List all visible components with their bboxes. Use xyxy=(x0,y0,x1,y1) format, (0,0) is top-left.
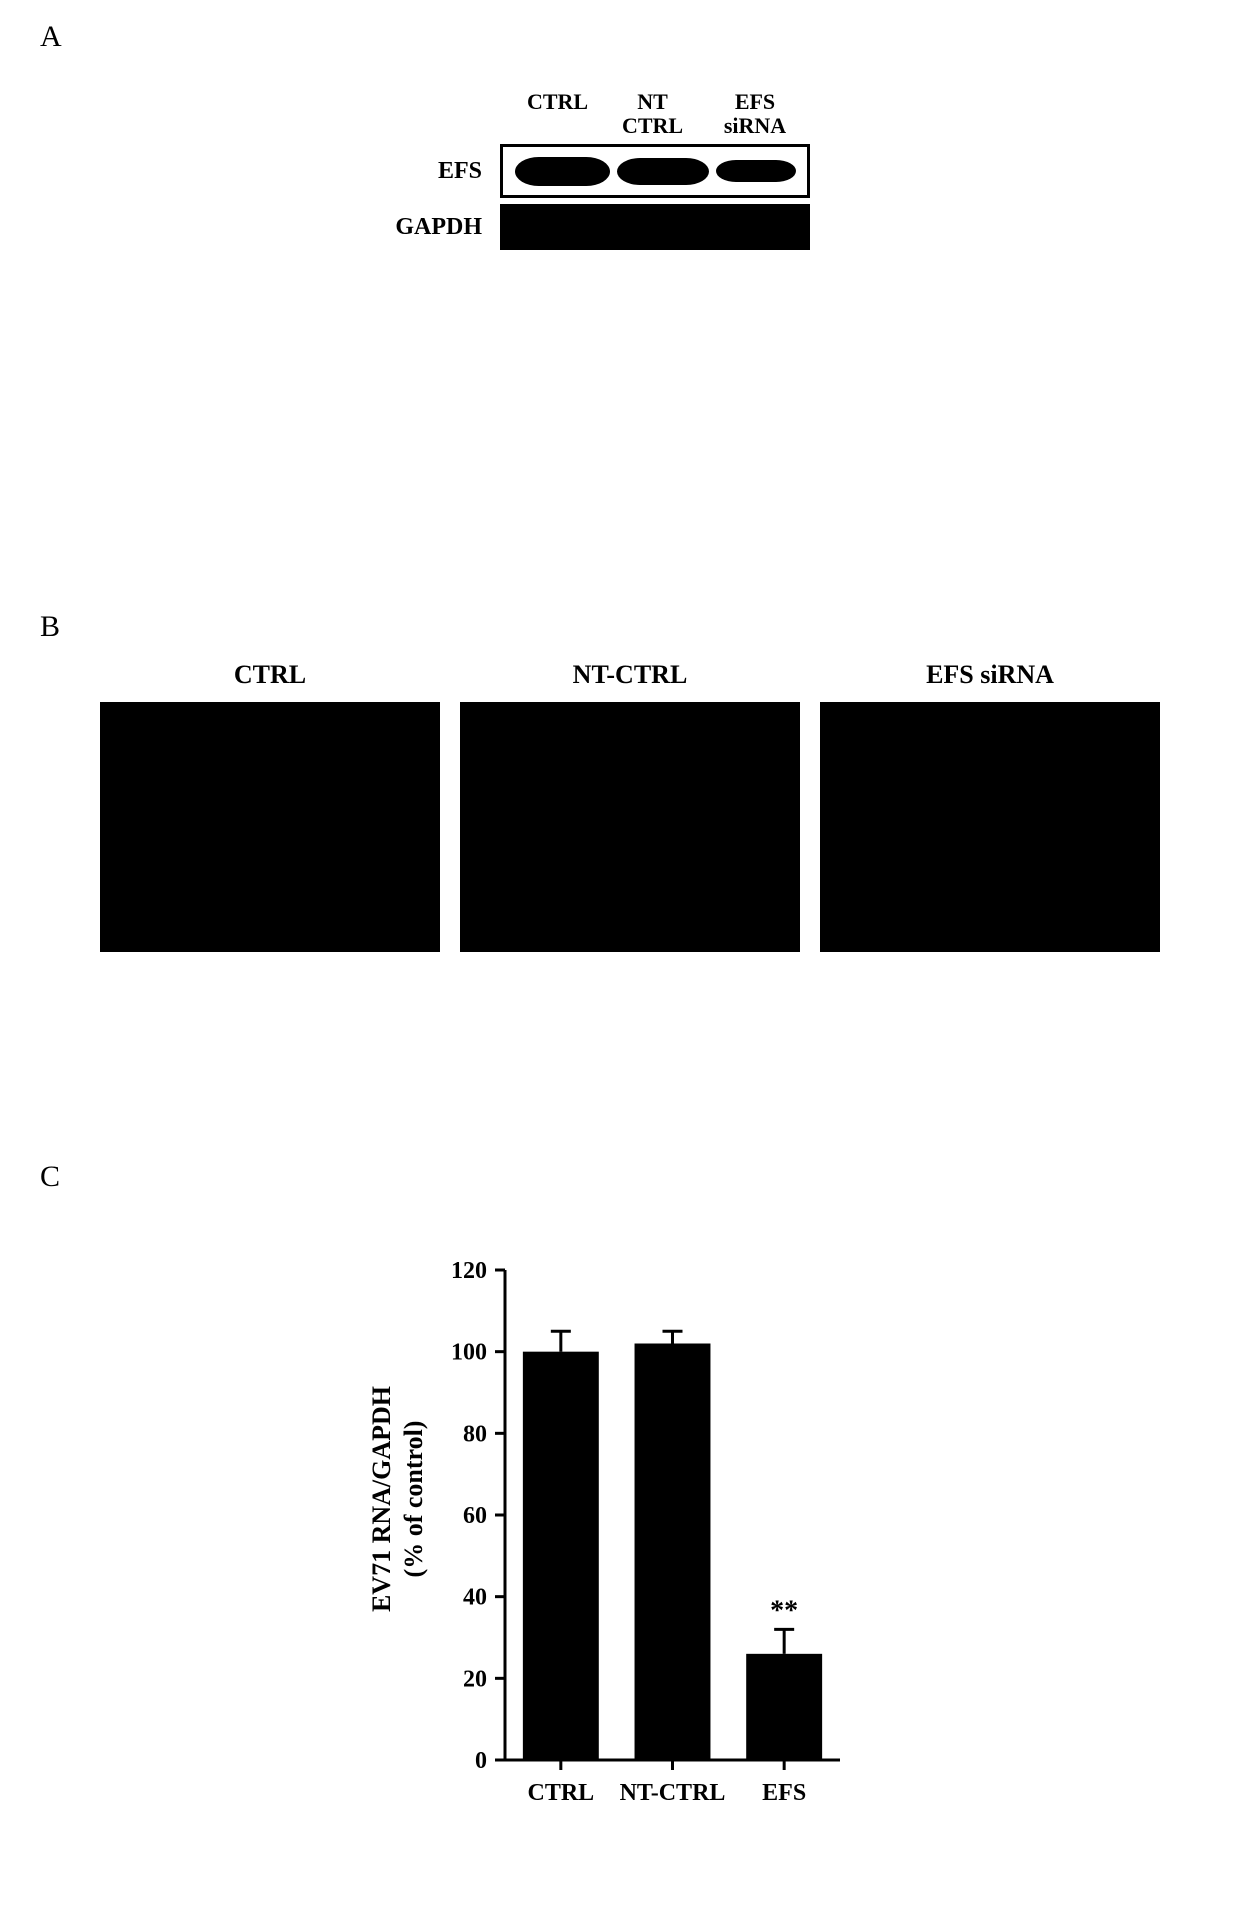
y-axis-label-line1: EV71 RNA/GAPDH xyxy=(367,1386,396,1612)
blot-row-label: GAPDH xyxy=(380,214,500,241)
blot-column-label: EFSsiRNA xyxy=(700,90,810,138)
x-category-label: EFS xyxy=(762,1780,806,1806)
micrograph-label: EFS siRNA xyxy=(926,660,1054,690)
gapdh-blot-bands xyxy=(500,204,810,250)
blot-column-labels: CTRLNTCTRLEFSsiRNA xyxy=(380,90,810,138)
blot-band xyxy=(716,160,796,182)
y-tick-label: 20 xyxy=(463,1666,487,1692)
panel-a-western-blot: CTRLNTCTRLEFSsiRNA EFS GAPDH xyxy=(380,90,830,256)
micrograph-image xyxy=(460,702,800,952)
blot-column-label: CTRL xyxy=(510,90,605,138)
y-axis-label-line2: (% of control) xyxy=(399,1421,428,1578)
bar xyxy=(746,1654,822,1760)
micrograph-label: CTRL xyxy=(234,660,306,690)
y-tick-label: 120 xyxy=(451,1258,487,1284)
blot-row-efs: EFS xyxy=(380,144,830,198)
bar xyxy=(635,1344,711,1761)
significance-marker: ** xyxy=(770,1595,798,1626)
panel-c-bar-chart: 0 20 40 60 80 100 120 CTRL NT-CTRL EFS ** EV71 RNA/… xyxy=(350,1230,870,1850)
blot-row-label: EFS xyxy=(380,158,500,185)
bar xyxy=(523,1352,599,1760)
micrograph-image xyxy=(820,702,1160,952)
panel-c-label: C xyxy=(40,1160,60,1194)
micrograph-item: EFS siRNA xyxy=(820,660,1160,952)
bar-chart-svg: 0 20 40 60 80 100 120 CTRL NT-CTRL EFS ** EV71 RNA/… xyxy=(350,1230,870,1850)
panel-b-label: B xyxy=(40,610,60,644)
panel-a-label: A xyxy=(40,20,62,54)
micrograph-label: NT-CTRL xyxy=(573,660,688,690)
micrograph-image xyxy=(100,702,440,952)
y-tick-label: 80 xyxy=(463,1421,487,1447)
micrograph-item: CTRL xyxy=(100,660,440,952)
x-category-label: CTRL xyxy=(527,1780,594,1806)
panel-b-micrographs: CTRL NT-CTRL EFS siRNA xyxy=(100,660,1160,952)
blot-band xyxy=(515,157,610,186)
y-tick-label: 60 xyxy=(463,1503,487,1529)
micrograph-item: NT-CTRL xyxy=(460,660,800,952)
x-category-label: NT-CTRL xyxy=(620,1780,726,1806)
blot-column-label: NTCTRL xyxy=(605,90,700,138)
y-tick-label: 0 xyxy=(475,1748,487,1774)
blot-band xyxy=(617,158,709,185)
blot-row-gapdh: GAPDH xyxy=(380,204,830,250)
y-tick-label: 100 xyxy=(451,1340,487,1366)
y-tick-label: 40 xyxy=(463,1585,487,1611)
efs-blot-bands xyxy=(500,144,810,198)
